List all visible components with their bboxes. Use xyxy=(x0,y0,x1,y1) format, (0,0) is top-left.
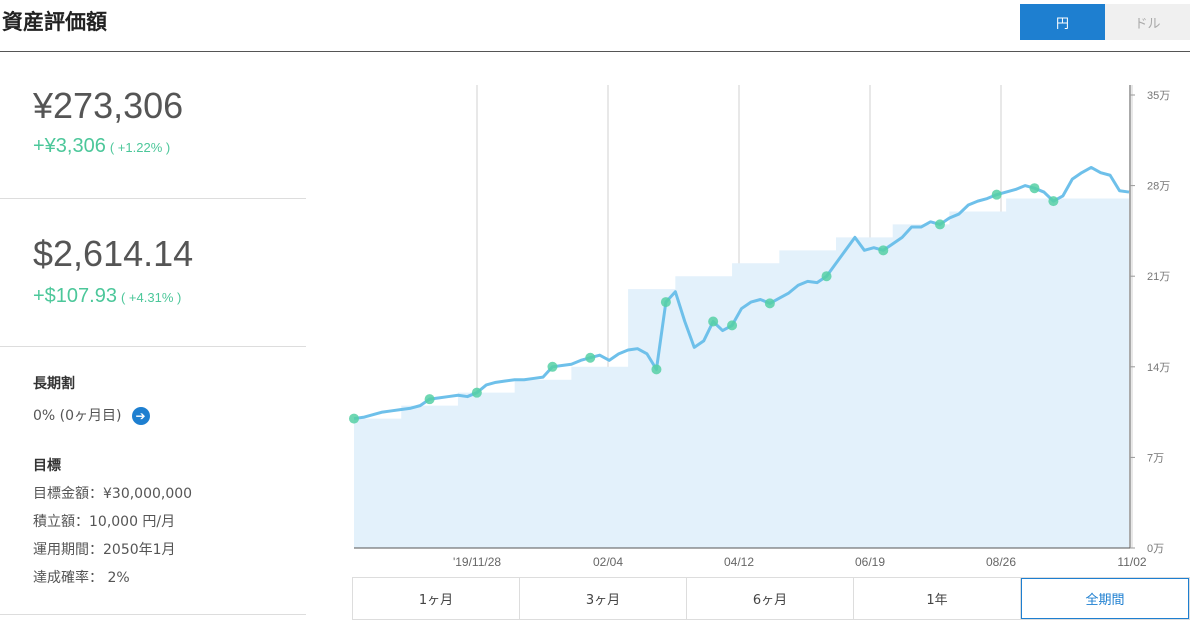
y-tick-label-5: 35万 xyxy=(1147,90,1170,102)
deposit-marker-2 xyxy=(471,387,482,398)
goal-probability: 達成確率： 2% xyxy=(33,570,130,586)
x-tick-label-4: 08/26 xyxy=(986,555,1016,569)
goal-heading: 目標 xyxy=(33,458,61,474)
range-tabs: 1ヶ月 3ヶ月 6ヶ月 1年 全期間 xyxy=(352,577,1190,620)
yen-change-amount: +¥3,306 xyxy=(33,135,106,157)
deposit-marker-15 xyxy=(1048,196,1059,207)
deposit-marker-0 xyxy=(349,413,359,424)
yen-button[interactable]: 円 xyxy=(1020,4,1105,40)
long-term-row: 0% (0ヶ月目) ➔ xyxy=(33,405,150,425)
deposit-marker-9 xyxy=(764,298,775,309)
arrow-right-icon[interactable]: ➔ xyxy=(131,407,150,425)
currency-toggle: 円 ドル xyxy=(1020,4,1190,40)
goal-monthly: 積立額：10,000 円/月 xyxy=(33,514,176,530)
deposit-marker-11 xyxy=(878,245,889,256)
usd-change-amount: +$107.93 xyxy=(33,285,117,307)
yen-change: +¥3,306( +1.22% ) xyxy=(33,135,170,158)
deposit-marker-14 xyxy=(1029,183,1040,194)
dollar-button[interactable]: ドル xyxy=(1105,4,1190,40)
x-tick-label-5: 11/02 xyxy=(1117,555,1146,569)
y-tick-label-1: 7万 xyxy=(1147,452,1164,464)
usd-change: +$107.93( +4.31% ) xyxy=(33,285,181,308)
usd-summary: $2,614.14 +$107.93( +4.31% ) xyxy=(0,199,306,347)
summary-panel: ¥273,306 +¥3,306( +1.22% ) $2,614.14 +$1… xyxy=(0,52,306,626)
deposit-marker-6 xyxy=(660,297,671,308)
x-tick-label-3: 06/19 xyxy=(855,555,885,569)
deposit-marker-3 xyxy=(547,361,558,372)
y-tick-label-4: 28万 xyxy=(1147,181,1170,193)
deposit-marker-1 xyxy=(424,394,435,405)
yen-change-percent: ( +1.22% ) xyxy=(109,140,171,155)
range-tab-3[interactable]: 1年 xyxy=(854,578,1021,619)
range-tab-1[interactable]: 3ヶ月 xyxy=(520,578,687,619)
yen-summary: ¥273,306 +¥3,306( +1.22% ) xyxy=(0,52,306,199)
x-tick-label-1: 02/04 xyxy=(593,555,623,569)
usd-change-percent: ( +4.31% ) xyxy=(120,290,182,305)
y-tick-label-3: 21万 xyxy=(1147,271,1170,283)
goal-section: 長期割 0% (0ヶ月目) ➔ 目標 目標金額：¥30,000,000 積立額：1… xyxy=(0,347,306,615)
goal-period: 運用期間：2050年1月 xyxy=(33,542,176,558)
long-term-heading: 長期割 xyxy=(33,376,75,392)
asset-chart: 0万 7万 14万 21万 28万 35万 '19/11/28 02/04 04/12 06/19… xyxy=(349,85,1170,569)
usd-total-value: $2,614.14 xyxy=(33,233,194,274)
deposit-marker-8 xyxy=(727,320,738,331)
y-tick-label-2: 14万 xyxy=(1147,362,1170,374)
range-tab-2[interactable]: 6ヶ月 xyxy=(687,578,854,619)
goal-amount: 目標金額：¥30,000,000 xyxy=(33,486,193,502)
header: 資産評価額 円 ドル xyxy=(0,0,1190,52)
deposit-marker-10 xyxy=(821,271,832,282)
deposit-marker-12 xyxy=(934,219,945,230)
deposit-marker-5 xyxy=(651,364,662,375)
x-tick-label-2: 04/12 xyxy=(724,555,754,569)
y-tick-label-0: 0万 xyxy=(1147,543,1164,555)
page-title: 資産評価額 xyxy=(2,10,107,34)
range-tab-0[interactable]: 1ヶ月 xyxy=(353,578,520,619)
long-term-value: 0% (0ヶ月目) xyxy=(33,408,122,424)
deposit-marker-4 xyxy=(585,352,596,363)
yen-total-value: ¥273,306 xyxy=(33,85,184,126)
principal-area xyxy=(354,198,1129,548)
deposit-marker-13 xyxy=(991,189,1002,200)
deposit-marker-7 xyxy=(708,316,719,327)
range-tab-4[interactable]: 全期間 xyxy=(1021,578,1189,619)
x-tick-label-0: '19/11/28 xyxy=(453,555,501,569)
